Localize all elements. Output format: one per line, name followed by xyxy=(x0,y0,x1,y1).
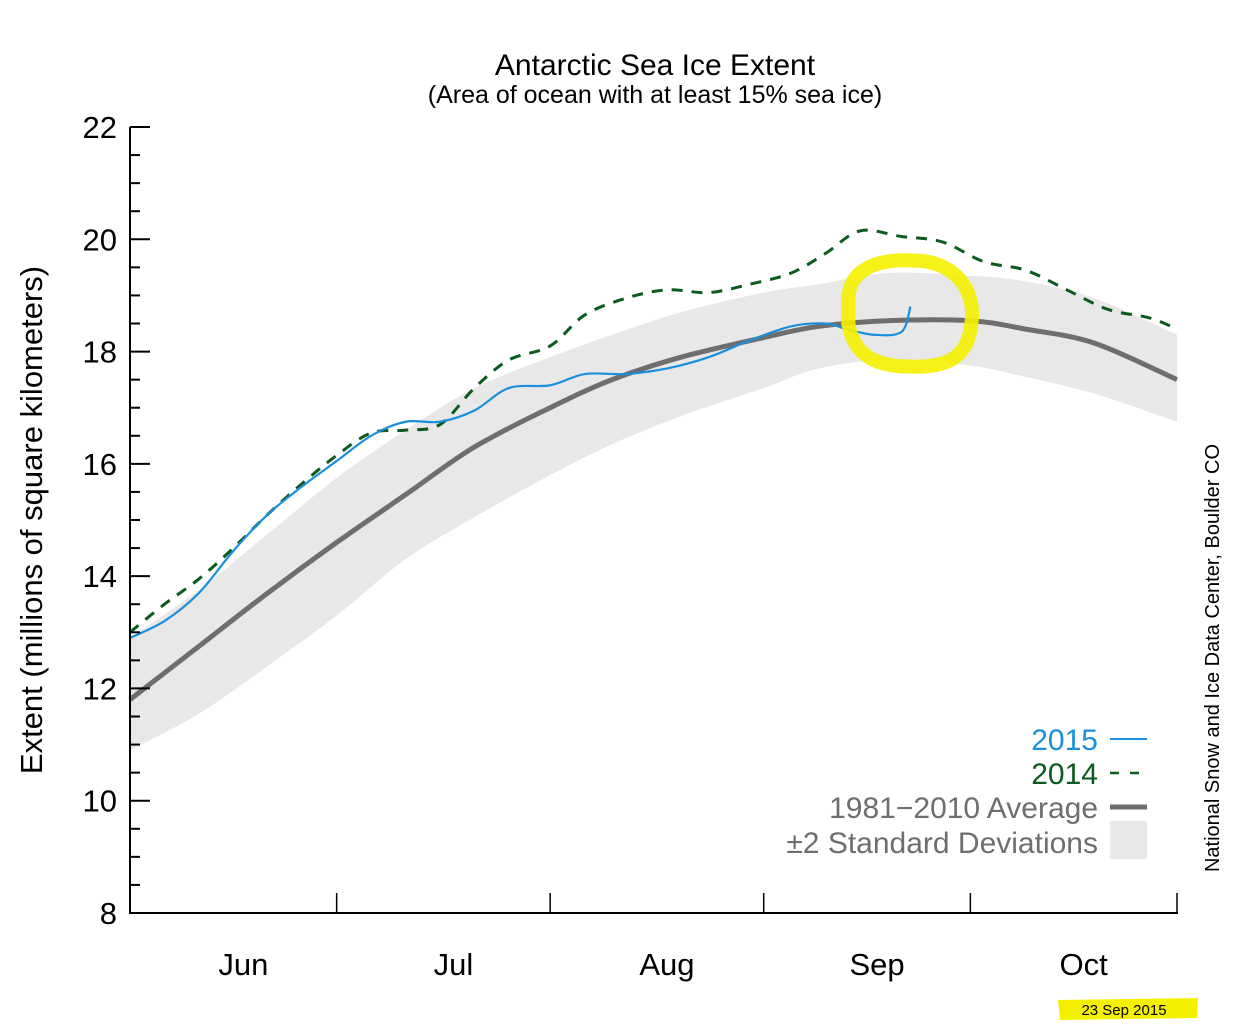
credit-text: National Snow and Ice Data Center, Bould… xyxy=(1202,444,1224,872)
y-tick-label: 20 xyxy=(83,222,117,257)
date-stamp-text: 23 Sep 2015 xyxy=(1081,1002,1166,1019)
y-axis-label: Extent (millions of square kilometers) xyxy=(14,266,49,774)
date-highlight xyxy=(1058,998,1198,1020)
series-line-2014 xyxy=(129,228,1178,634)
legend-label: 2014 xyxy=(1031,758,1098,791)
y-tick-label: 12 xyxy=(83,671,117,706)
series-line-2015 xyxy=(129,306,912,639)
legend-label: 2015 xyxy=(1031,724,1098,757)
legend-swatch-box xyxy=(1110,821,1147,859)
legend-label: ±2 Standard Deviations xyxy=(786,827,1098,860)
std-deviation-band xyxy=(130,272,1177,751)
y-tick-label: 16 xyxy=(83,447,117,482)
legend-label: 1981−2010 Average xyxy=(829,792,1098,825)
x-month-label-jul: Jul xyxy=(434,947,474,982)
chart-title: Antarctic Sea Ice Extent xyxy=(495,49,816,82)
y-tick-label: 22 xyxy=(83,110,117,145)
axes: 8 10 12 14 16 18 20 22 Jun Jul Aug Sep Oct xyxy=(83,110,1178,982)
y-tick-label: 14 xyxy=(83,559,117,594)
highlight-circle-annotation xyxy=(841,253,980,374)
x-month-label-sep: Sep xyxy=(849,947,904,982)
plot-area xyxy=(128,228,1179,751)
series-layer xyxy=(128,228,1179,702)
annotation-layer xyxy=(841,253,980,374)
std-band-layer xyxy=(130,272,1177,751)
chart-subtitle: (Area of ocean with at least 15% sea ice… xyxy=(428,81,882,109)
x-month-label-aug: Aug xyxy=(639,947,694,982)
x-month-label-jun: Jun xyxy=(218,947,268,982)
y-tick-label: 8 xyxy=(100,896,117,931)
x-month-label-oct: Oct xyxy=(1060,947,1109,982)
y-tick-label: 18 xyxy=(83,335,117,370)
date-stamp: 23 Sep 2015 xyxy=(1058,998,1198,1020)
y-tick-label: 10 xyxy=(83,784,117,819)
